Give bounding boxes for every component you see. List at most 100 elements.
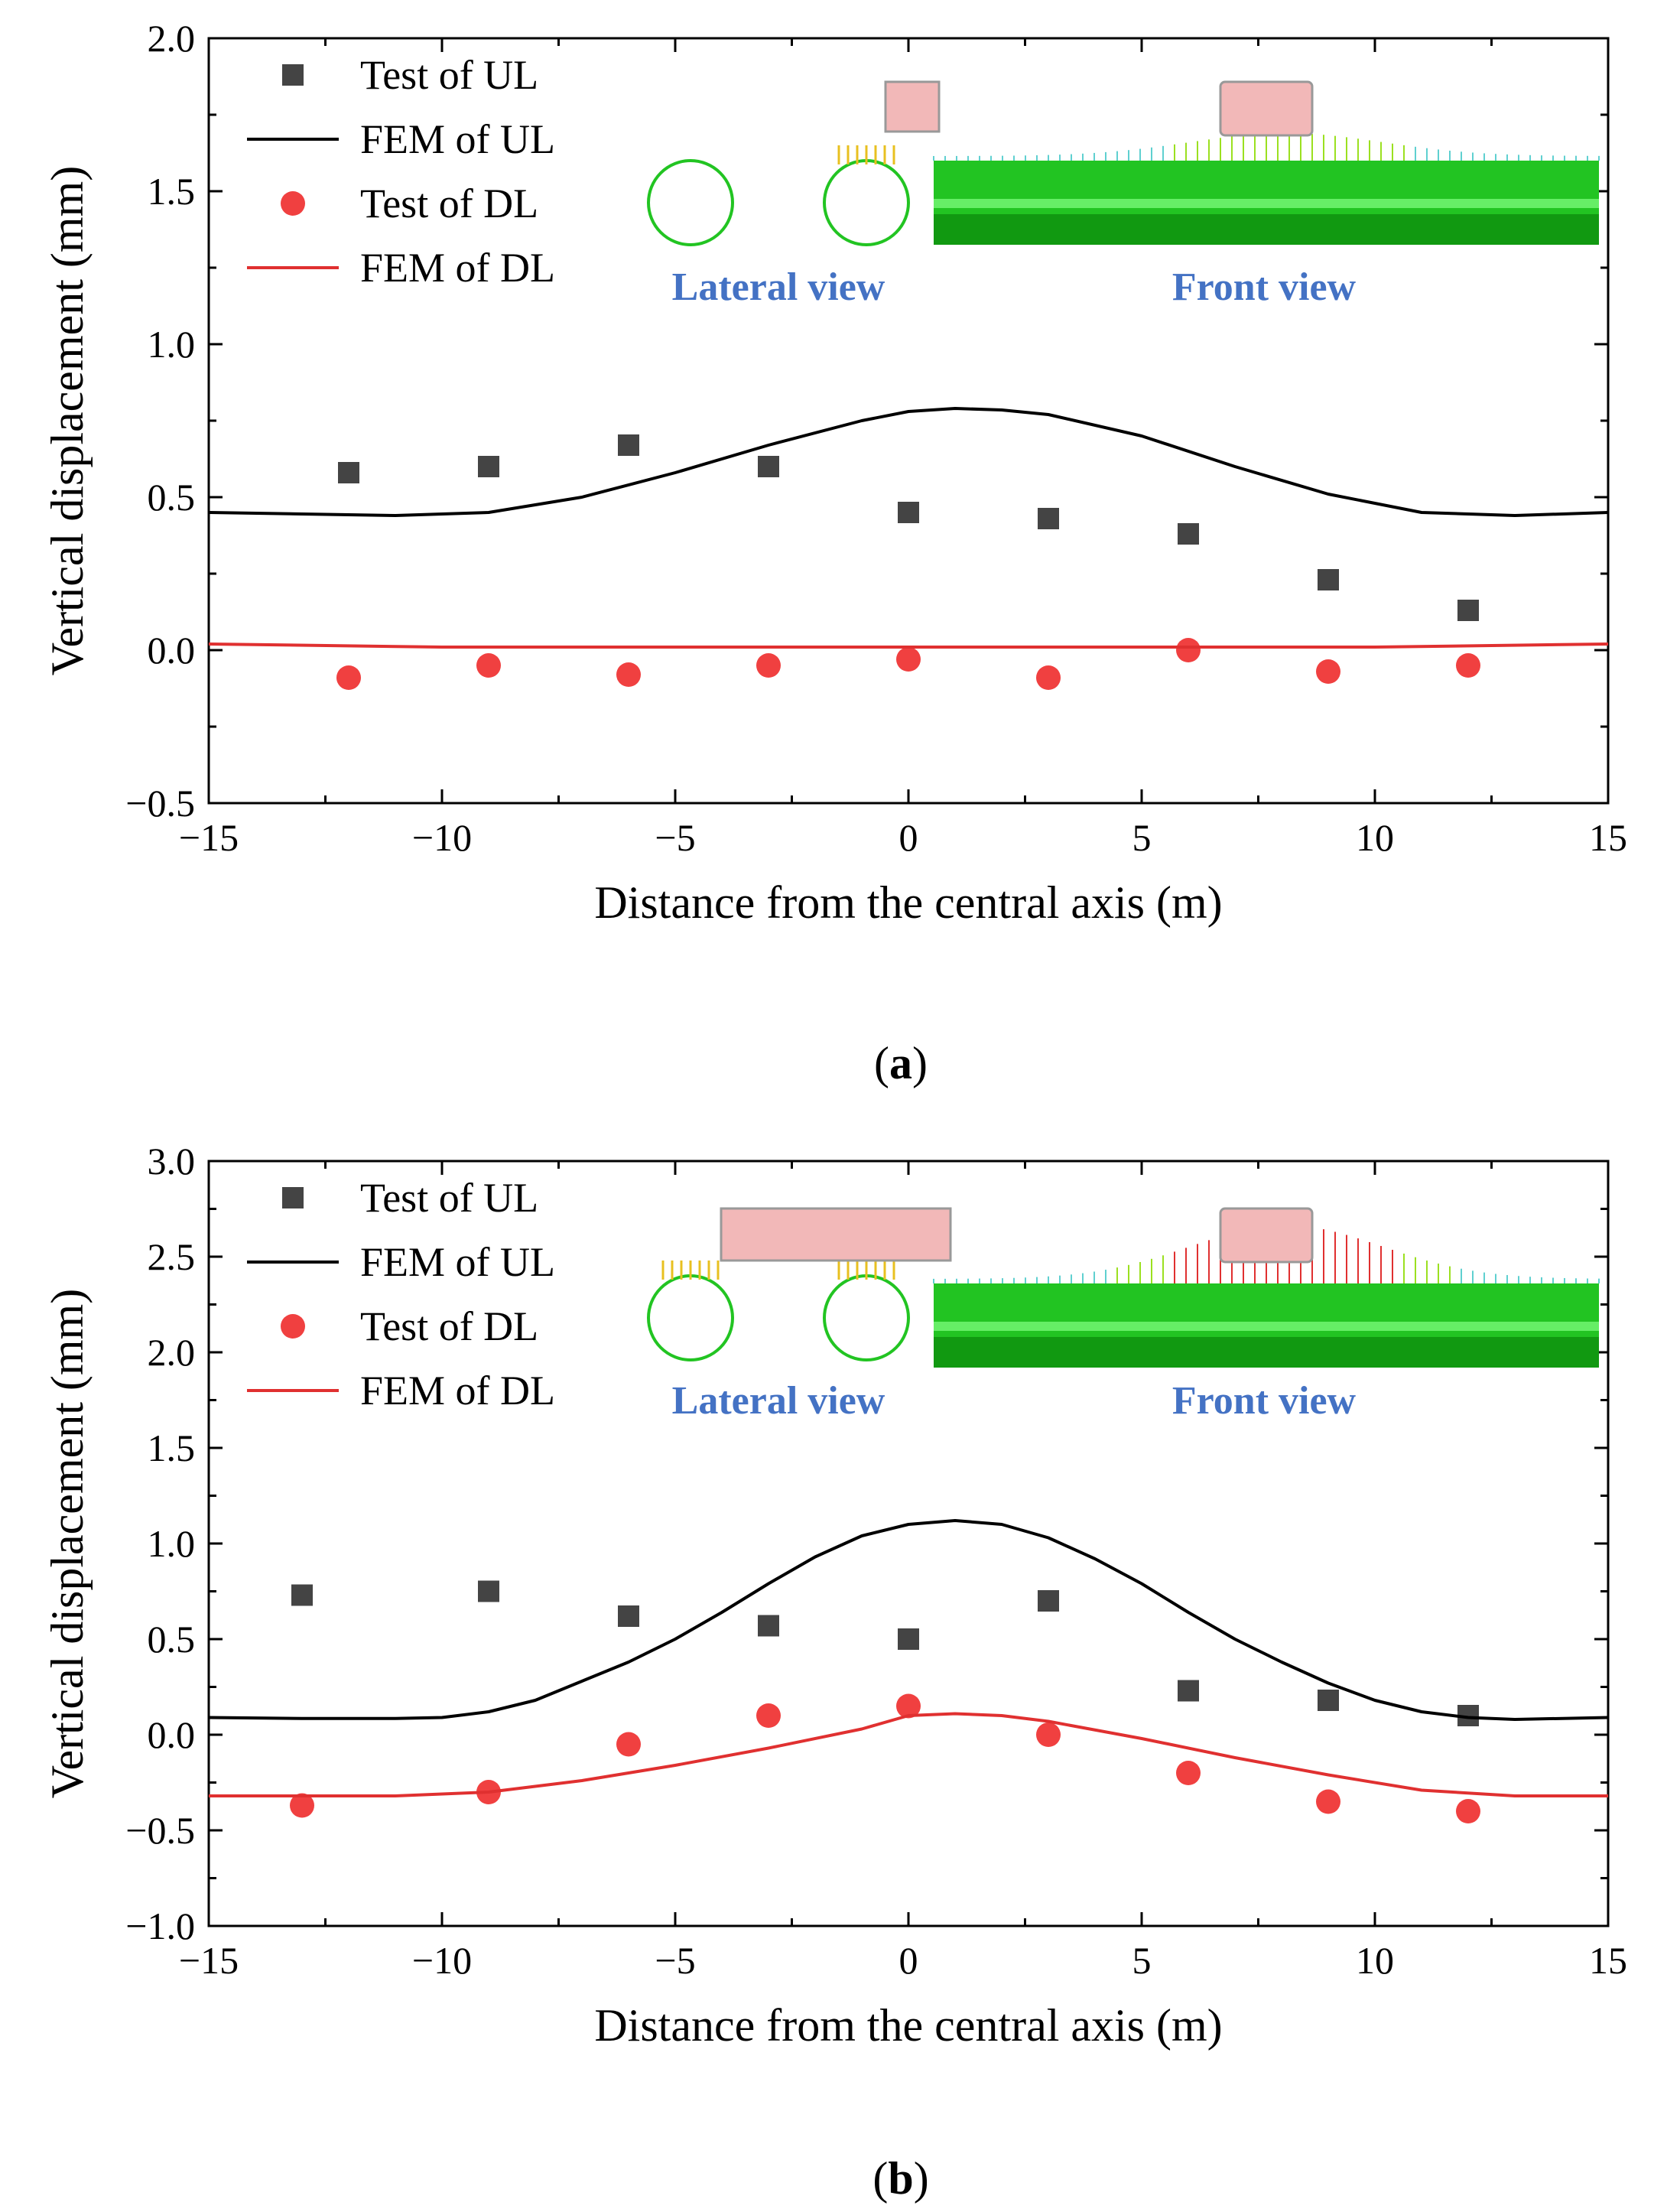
data-point-test-dl — [896, 1693, 921, 1719]
legend-swatch-square — [282, 1187, 304, 1208]
x-tick-label: 15 — [1589, 816, 1627, 859]
x-tick-label: 10 — [1356, 1939, 1394, 1982]
legend-label: FEM of DL — [360, 1368, 555, 1413]
data-point-test-dl — [1176, 1761, 1201, 1785]
series-line-fem-of-ul — [208, 407, 1609, 517]
panel-paren-close: ) — [912, 1038, 928, 1088]
data-point-test-dl — [616, 662, 641, 687]
lateral-view-label: Lateral view — [672, 265, 885, 309]
data-point-test-ul — [758, 456, 779, 477]
series-line-fem-of-ul — [208, 1519, 1609, 1721]
panel-letter: b — [888, 2153, 913, 2204]
load-block-lateral — [720, 1207, 952, 1262]
x-tick-label: −15 — [179, 1939, 239, 1982]
data-point-test-dl — [756, 653, 781, 678]
y-tick-label: 3.0 — [148, 1140, 196, 1182]
y-tick-label: 0.0 — [148, 629, 196, 672]
y-tick-label: 2.0 — [148, 17, 196, 60]
panel-label: (b) — [872, 2153, 928, 2204]
tunnel-ring-left — [647, 159, 734, 246]
x-tick-label: 15 — [1589, 1939, 1627, 1982]
legend-label: FEM of UL — [360, 1239, 555, 1285]
x-tick-label: 5 — [1132, 1939, 1152, 1982]
data-point-test-ul — [1457, 600, 1479, 621]
x-tick-label: 5 — [1132, 816, 1152, 859]
legend-swatch-circle — [281, 191, 305, 216]
legend-label: FEM of UL — [360, 116, 555, 162]
panel-a: −15 −10 −5 0 5 10 15 −0.5 0.0 0.5 1.0 1.5 2.0 Distanc… — [42, 17, 1627, 1088]
data-point-test-ul — [618, 434, 639, 456]
y-tick-label: 0.0 — [148, 1713, 196, 1756]
front-view-slab-band — [934, 1322, 1599, 1331]
series-line-fem-of-dl — [209, 1712, 1608, 1797]
y-tick-label: −1.0 — [125, 1905, 195, 1947]
load-block-front — [1219, 80, 1314, 137]
legend-label: FEM of DL — [360, 245, 555, 291]
data-point-test-dl — [756, 1703, 781, 1728]
data-point-test-dl — [616, 1732, 641, 1757]
front-view-label: Front view — [1172, 265, 1357, 309]
tunnel-ring-right — [823, 1274, 910, 1361]
data-point-test-dl — [1456, 1799, 1480, 1823]
y-tick-label: −0.5 — [125, 1809, 195, 1852]
y-tick-label: 0.5 — [148, 476, 196, 519]
data-point-test-dl — [290, 1793, 314, 1818]
series-line-fem-of-dl — [208, 642, 1609, 649]
data-point-test-ul — [1038, 508, 1059, 529]
legend-label: Test of UL — [360, 1175, 538, 1221]
legend-label: Test of UL — [360, 52, 538, 98]
data-point-test-ul — [898, 1628, 919, 1650]
lateral-view-label: Lateral view — [672, 1379, 885, 1423]
y-tick-label: 1.0 — [148, 323, 196, 366]
data-point-test-ul — [1038, 1590, 1059, 1612]
x-tick-label: −15 — [179, 816, 239, 859]
x-tick-label: −5 — [655, 1939, 695, 1982]
x-tick-label: 10 — [1356, 816, 1394, 859]
front-view-slab-base — [934, 214, 1599, 245]
tunnel-ring-right — [823, 159, 910, 246]
data-point-test-ul — [1178, 1680, 1199, 1702]
data-point-test-ul — [478, 456, 499, 477]
data-point-test-ul — [291, 1584, 313, 1606]
data-point-test-dl — [1456, 653, 1480, 678]
legend-swatch-square — [282, 64, 304, 86]
panel-label: (a) — [874, 1038, 928, 1088]
data-point-test-dl — [336, 665, 361, 690]
y-tick-label: 1.5 — [148, 1426, 196, 1469]
x-tick-label: −5 — [655, 816, 695, 859]
data-point-test-ul — [338, 462, 359, 483]
y-axis-title: Vertical displacement (mm) — [42, 1289, 93, 1798]
load-block-lateral — [884, 80, 941, 133]
legend-label: Test of DL — [360, 1303, 538, 1349]
y-tick-label: −0.5 — [125, 782, 195, 825]
x-axis-title: Distance from the central axis (m) — [594, 877, 1222, 928]
data-point-test-dl — [1036, 1722, 1061, 1747]
y-tick-label: 2.5 — [148, 1235, 196, 1278]
data-point-test-ul — [618, 1605, 639, 1627]
x-tick-label: 0 — [899, 816, 918, 859]
panel-letter: a — [889, 1038, 912, 1088]
y-tick-label: 1.5 — [148, 170, 196, 213]
y-axis-title: Vertical displacement (mm) — [42, 166, 93, 675]
data-point-test-dl — [1316, 1789, 1340, 1814]
front-view-slab-band — [934, 199, 1599, 208]
x-tick-label: −10 — [412, 816, 472, 859]
front-view-label: Front view — [1172, 1379, 1357, 1423]
front-view-slab-base — [934, 1337, 1599, 1368]
data-point-test-dl — [1176, 638, 1201, 662]
data-point-test-dl — [1316, 659, 1340, 684]
data-point-test-ul — [1318, 1690, 1339, 1711]
data-point-test-ul — [478, 1580, 499, 1602]
data-point-test-ul — [758, 1615, 779, 1637]
data-point-test-ul — [1318, 569, 1339, 590]
data-point-test-dl — [1036, 665, 1061, 690]
data-point-test-dl — [896, 647, 921, 672]
legend-label: Test of DL — [360, 181, 538, 226]
y-tick-label: 2.0 — [148, 1331, 196, 1374]
panel-paren-close: ) — [914, 2153, 929, 2204]
panel-b: −15 −10 −5 0 5 10 15 −1.0 −0.5 0.0 0.5 1.0 1.5 2.0 2.5… — [42, 1140, 1627, 2204]
x-tick-label: 0 — [899, 1939, 918, 1982]
panel-paren-open: ( — [874, 1038, 889, 1088]
tunnel-ring-left — [647, 1274, 734, 1361]
